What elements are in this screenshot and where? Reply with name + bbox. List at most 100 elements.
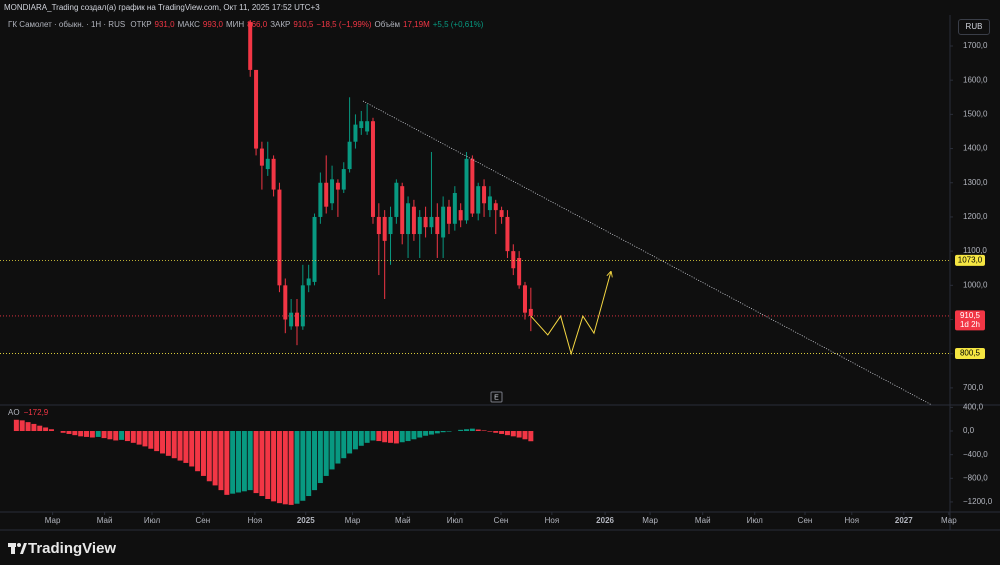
ao-bar bbox=[230, 431, 236, 494]
x-tick-label: Сен bbox=[494, 516, 509, 525]
y-tick-label: −400,0 bbox=[963, 450, 988, 459]
ao-bar bbox=[160, 431, 166, 454]
candle-body bbox=[324, 182, 329, 207]
ao-bar bbox=[136, 431, 142, 445]
ao-bar bbox=[200, 431, 206, 476]
ao-bar bbox=[218, 431, 224, 491]
ao-bar bbox=[399, 431, 405, 443]
ao-bar bbox=[510, 431, 516, 437]
candle-body bbox=[411, 206, 416, 235]
ao-bar bbox=[358, 431, 364, 446]
x-tick-label: Мар bbox=[345, 516, 361, 525]
candle-body bbox=[335, 182, 340, 190]
ao-bar bbox=[72, 431, 78, 436]
ao-bar bbox=[329, 431, 335, 470]
y-tick-label: 0,0 bbox=[963, 426, 975, 435]
candle-body bbox=[446, 206, 451, 224]
ao-bar bbox=[95, 431, 101, 437]
ao-bar bbox=[347, 431, 353, 454]
candle-body bbox=[499, 210, 504, 217]
ao-bar bbox=[195, 431, 201, 472]
candle-body bbox=[476, 186, 481, 214]
ao-bar bbox=[236, 431, 242, 493]
x-tick-label: Мар bbox=[45, 516, 61, 525]
currency-button[interactable]: RUB bbox=[958, 19, 990, 35]
level-label: 1073,0 bbox=[958, 255, 983, 264]
ao-bar bbox=[288, 431, 294, 505]
legend-value: 910,5 bbox=[293, 20, 314, 29]
ao-bar bbox=[499, 431, 505, 434]
ao-bar bbox=[37, 425, 43, 432]
candle-body bbox=[394, 182, 399, 217]
y-tick-label: 1000,0 bbox=[963, 280, 988, 289]
candle-body bbox=[376, 216, 381, 235]
ao-bar bbox=[417, 431, 423, 438]
ao-bar bbox=[189, 431, 195, 467]
ao-bar bbox=[306, 431, 312, 497]
candle-body bbox=[464, 158, 469, 221]
x-tick-label: 2025 bbox=[297, 516, 315, 525]
projection-path bbox=[530, 272, 611, 356]
ao-bar bbox=[31, 423, 37, 432]
x-tick-label: Ноя bbox=[545, 516, 560, 525]
candle-body bbox=[300, 285, 305, 327]
ao-bar bbox=[253, 431, 259, 494]
y-tick-label: −1200,0 bbox=[963, 497, 993, 506]
y-tick-label: 1500,0 bbox=[963, 109, 988, 118]
candle-body bbox=[482, 186, 487, 204]
candle-body bbox=[370, 121, 375, 217]
x-tick-label: Июл bbox=[747, 516, 764, 525]
x-tick-label: Мар bbox=[941, 516, 957, 525]
candle-body bbox=[487, 196, 492, 211]
symbol-title: ГК Самолет · обыкн. · 1Н · RUS bbox=[8, 20, 126, 29]
y-tick-label: 700,0 bbox=[963, 383, 984, 392]
y-tick-label: 1600,0 bbox=[963, 75, 988, 84]
ao-bar bbox=[475, 429, 481, 432]
ao-bar bbox=[341, 431, 347, 459]
legend-name: ОТКР bbox=[130, 20, 152, 29]
level-countdown: 1d 2h bbox=[960, 320, 980, 329]
ao-value: −172,9 bbox=[23, 408, 49, 417]
ao-bar bbox=[282, 431, 288, 505]
ao-bar bbox=[101, 431, 107, 439]
legend-value: 866,0 bbox=[247, 20, 268, 29]
ao-pane bbox=[13, 419, 534, 505]
ao-bar bbox=[148, 431, 154, 449]
legend-value: 931,0 bbox=[154, 20, 175, 29]
candle-body bbox=[271, 158, 276, 190]
legend-name: МАКС bbox=[177, 20, 200, 29]
level-label-box bbox=[955, 348, 985, 360]
volume-change: +5,5 (+0,61%) bbox=[432, 20, 484, 29]
candle-body bbox=[330, 179, 335, 204]
ao-bar bbox=[393, 431, 399, 444]
ao-bar bbox=[171, 431, 177, 459]
candle-body bbox=[265, 158, 270, 170]
ao-bar bbox=[60, 431, 66, 433]
ao-bar bbox=[352, 431, 358, 450]
y-tick-label: 1200,0 bbox=[963, 212, 988, 221]
ao-bar bbox=[405, 431, 411, 442]
ao-bar bbox=[224, 431, 230, 495]
ao-bar bbox=[364, 431, 370, 443]
ao-bar bbox=[440, 431, 446, 433]
ao-bar bbox=[522, 431, 528, 440]
candle-body bbox=[359, 121, 364, 129]
ao-bar bbox=[241, 431, 247, 492]
ao-bar bbox=[423, 431, 429, 436]
legend-value: 993,0 bbox=[202, 20, 223, 29]
ao-bar bbox=[382, 431, 388, 443]
candle-body bbox=[452, 193, 457, 224]
ao-bar bbox=[276, 431, 282, 504]
ao-title: AO bbox=[8, 408, 20, 417]
ao-bar bbox=[388, 431, 394, 443]
event-marker[interactable]: E bbox=[490, 391, 503, 403]
volume-value: 17,19M bbox=[403, 20, 430, 29]
x-tick-label: Июл bbox=[144, 516, 161, 525]
ao-bar bbox=[516, 431, 522, 438]
candle-body bbox=[417, 216, 422, 235]
ao-bar bbox=[312, 431, 318, 491]
ao-bar bbox=[124, 431, 130, 442]
level-label-box bbox=[955, 254, 985, 266]
